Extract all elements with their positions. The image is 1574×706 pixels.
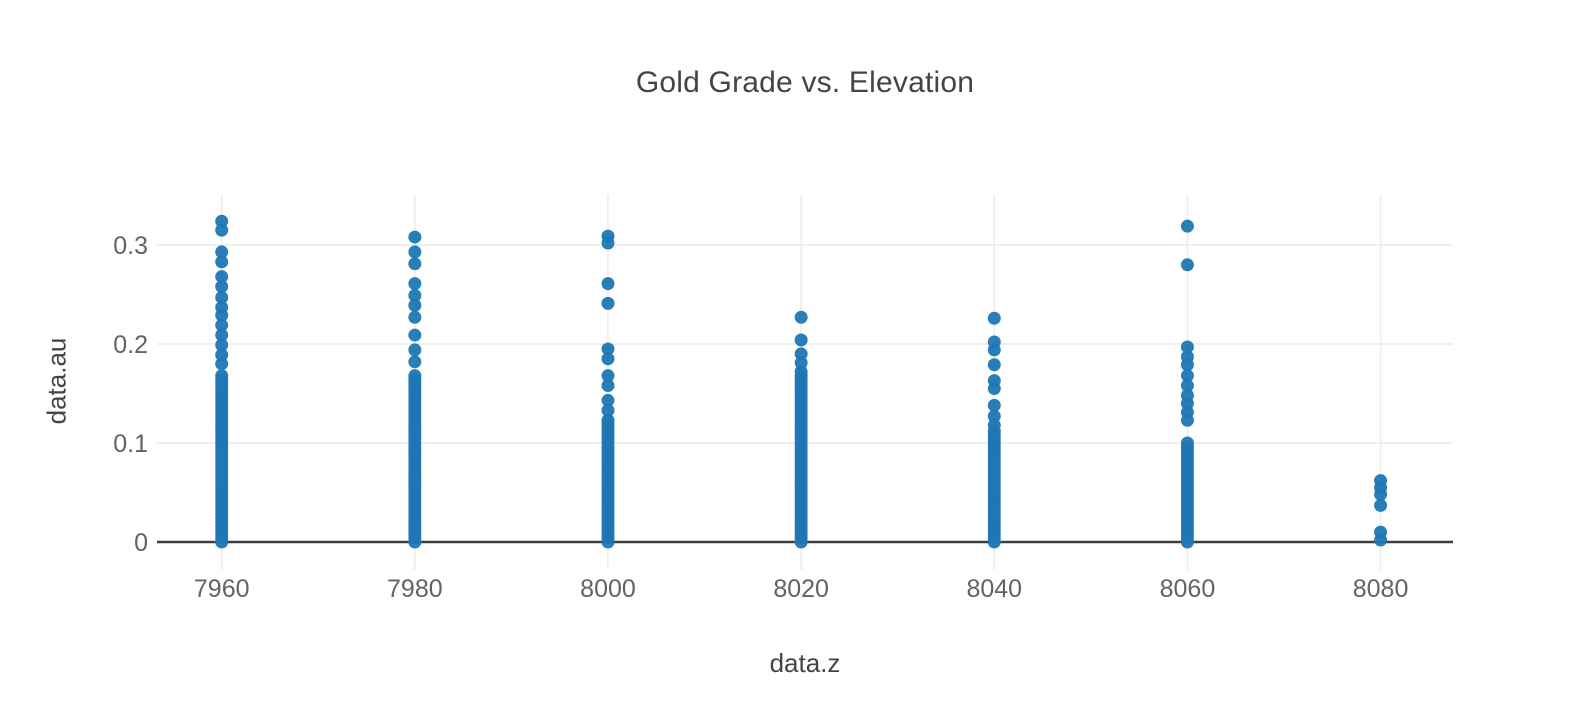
data-point[interactable]	[215, 290, 229, 304]
data-point[interactable]	[215, 328, 229, 342]
y-axis-title: data.au	[41, 337, 72, 425]
data-point[interactable]	[215, 214, 229, 228]
data-point[interactable]	[1180, 369, 1194, 383]
data-point[interactable]	[987, 358, 1001, 372]
data-point[interactable]	[1180, 436, 1194, 450]
data-point[interactable]	[215, 357, 229, 371]
data-point[interactable]	[601, 369, 615, 383]
data-point[interactable]	[408, 245, 422, 259]
x-tick-label: 8080	[1353, 575, 1409, 603]
data-point[interactable]	[794, 365, 808, 379]
y-tick-label: 0.3	[113, 232, 148, 260]
data-point[interactable]	[215, 318, 229, 332]
data-point[interactable]	[215, 280, 229, 294]
data-point[interactable]	[408, 257, 422, 271]
data-point[interactable]	[1374, 487, 1388, 501]
x-tick-label: 7980	[387, 575, 443, 603]
data-point[interactable]	[794, 356, 808, 370]
data-point[interactable]	[601, 403, 615, 417]
data-point[interactable]	[601, 342, 615, 356]
data-point[interactable]	[408, 343, 422, 357]
data-point[interactable]	[601, 393, 615, 407]
data-point[interactable]	[408, 277, 422, 291]
x-tick-label: 7960	[194, 575, 250, 603]
data-point[interactable]	[1180, 379, 1194, 393]
data-point[interactable]	[1180, 396, 1194, 410]
data-point[interactable]	[408, 328, 422, 342]
data-point[interactable]	[215, 255, 229, 269]
data-point[interactable]	[408, 369, 422, 383]
data-point[interactable]	[215, 369, 229, 383]
data-point[interactable]	[215, 270, 229, 284]
data-point[interactable]	[1180, 340, 1194, 354]
data-point[interactable]	[601, 413, 615, 427]
data-point[interactable]	[601, 277, 615, 291]
data-point[interactable]	[215, 245, 229, 259]
data-point[interactable]	[215, 338, 229, 352]
x-tick-label: 8040	[966, 575, 1022, 603]
data-point[interactable]	[1180, 413, 1194, 427]
chart-title: Gold Grade vs. Elevation	[635, 66, 975, 99]
data-point[interactable]	[408, 230, 422, 244]
data-point[interactable]	[794, 310, 808, 324]
data-point[interactable]	[601, 352, 615, 366]
data-point[interactable]	[1374, 533, 1388, 547]
data-point[interactable]	[408, 310, 422, 324]
data-point[interactable]	[408, 298, 422, 312]
data-point[interactable]	[1180, 358, 1194, 372]
data-point[interactable]	[601, 236, 615, 250]
data-point[interactable]	[987, 382, 1001, 396]
x-tick-label: 8060	[1160, 575, 1216, 603]
y-tick-label: 0.1	[113, 430, 148, 458]
data-point[interactable]	[215, 348, 229, 362]
data-point[interactable]	[601, 379, 615, 393]
data-point[interactable]	[215, 308, 229, 322]
data-point[interactable]	[1374, 498, 1388, 512]
x-tick-label: 8020	[773, 575, 829, 603]
data-point[interactable]	[215, 223, 229, 237]
data-point[interactable]	[1180, 258, 1194, 272]
data-point[interactable]	[987, 343, 1001, 357]
data-point[interactable]	[987, 398, 1001, 412]
x-axis-title: data.z	[769, 648, 841, 678]
data-point[interactable]	[794, 333, 808, 347]
data-point[interactable]	[987, 311, 1001, 325]
data-point[interactable]	[987, 418, 1001, 432]
data-point[interactable]	[408, 355, 422, 369]
x-tick-label: 8000	[580, 575, 636, 603]
data-point[interactable]	[794, 347, 808, 361]
y-tick-label: 0	[134, 529, 148, 557]
y-tick-label: 0.2	[113, 331, 148, 359]
data-point[interactable]	[987, 409, 1001, 423]
data-point[interactable]	[408, 288, 422, 302]
data-point[interactable]	[1180, 219, 1194, 233]
data-point[interactable]	[601, 296, 615, 310]
